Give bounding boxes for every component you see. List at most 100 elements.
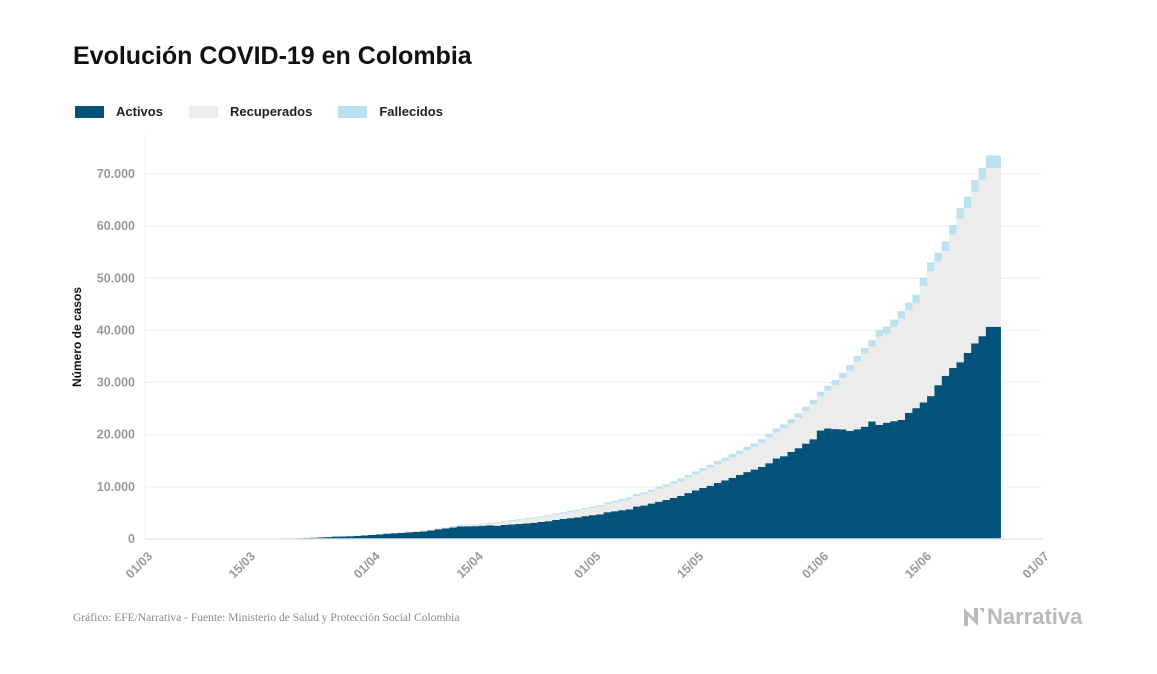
bar-fallecidos <box>721 457 729 461</box>
bar-activos <box>934 385 943 539</box>
bar-fallecidos <box>736 450 744 454</box>
bar-recuperados <box>566 512 575 519</box>
bar-activos <box>875 424 884 539</box>
bar-fallecidos <box>530 517 538 519</box>
bar-recuperados <box>706 467 715 486</box>
source-footer: Gráfico: EFE/Narrativa - Fuente: Ministe… <box>73 612 460 624</box>
bar-activos <box>912 408 921 539</box>
bar-recuperados <box>596 506 604 515</box>
legend-label: Recuperados <box>229 104 313 119</box>
bar-activos <box>765 463 774 539</box>
bar-activos <box>537 521 546 539</box>
bar-recuperados <box>552 514 560 520</box>
bar-recuperados <box>971 191 979 344</box>
y-tick-label: 50.000 <box>97 271 135 285</box>
bar-recuperados <box>691 474 700 491</box>
bar-recuperados <box>949 234 957 368</box>
bar-activos <box>589 515 597 539</box>
bar-fallecidos <box>566 510 575 513</box>
bar-activos <box>802 443 810 539</box>
bar-recuperados <box>846 370 854 432</box>
bar-activos <box>353 535 362 539</box>
x-tick-label: 01/07 <box>1020 549 1052 581</box>
legend: Activos Recuperados Fallecidos <box>75 104 469 119</box>
bar-fallecidos <box>713 461 722 465</box>
bar-activos <box>662 499 671 539</box>
bar-fallecidos <box>993 155 1001 168</box>
bar-recuperados <box>750 446 759 470</box>
bar-activos <box>963 352 972 539</box>
bar-recuperados <box>544 516 553 522</box>
bar-fallecidos <box>780 424 788 429</box>
bar-recuperados <box>736 453 744 476</box>
x-tick-label: 15/03 <box>226 549 258 581</box>
bar-activos <box>331 536 340 539</box>
bar-activos <box>794 448 803 539</box>
bar-activos <box>897 419 906 539</box>
bar-fallecidos <box>985 155 994 168</box>
bar-recuperados <box>647 491 656 504</box>
bar-recuperados <box>581 509 590 517</box>
bar-fallecidos <box>691 471 700 475</box>
bar-recuperados <box>824 390 832 429</box>
bar-recuperados <box>787 423 796 452</box>
bar-activos <box>655 501 663 539</box>
bar-recuperados <box>963 207 972 353</box>
bar-recuperados <box>993 167 1001 327</box>
bar-fallecidos <box>831 380 840 386</box>
bar-activos <box>699 487 707 539</box>
bar-activos <box>713 482 722 539</box>
bar-recuperados <box>449 526 457 528</box>
bar-recuperados <box>860 353 869 427</box>
bar-fallecidos <box>633 494 641 497</box>
bar-recuperados <box>500 521 509 526</box>
bar-recuperados <box>816 396 825 431</box>
bar-activos <box>500 525 509 539</box>
bar-activos <box>816 430 825 539</box>
bar-recuperados <box>743 450 751 473</box>
x-tick-label: 15/04 <box>454 549 486 581</box>
bar-fallecidos <box>669 481 678 484</box>
bar-activos <box>883 422 891 539</box>
bar-activos <box>449 527 457 539</box>
bar-fallecidos <box>471 524 480 525</box>
bar-activos <box>993 326 1001 539</box>
bar-activos <box>853 429 862 539</box>
legend-item-recuperados: Recuperados <box>188 104 313 119</box>
bar-recuperados <box>721 460 729 481</box>
bar-fallecidos <box>699 468 707 471</box>
bar-activos <box>324 537 333 539</box>
bar-recuperados <box>427 529 435 531</box>
bar-fallecidos <box>596 505 604 507</box>
bar-activos <box>743 472 751 539</box>
x-tick-label: 01/05 <box>571 549 603 581</box>
bar-fallecidos <box>603 502 612 505</box>
bar-activos <box>860 426 869 539</box>
bar-fallecidos <box>647 489 656 492</box>
bar-activos <box>390 533 399 539</box>
bar-activos <box>383 533 391 539</box>
bar-fallecidos <box>537 516 546 518</box>
bar-fallecidos <box>655 486 663 489</box>
bar-fallecidos <box>765 433 774 438</box>
bar-fallecidos <box>846 365 854 371</box>
narrativa-logo-icon <box>964 608 984 626</box>
bar-fallecidos <box>890 319 898 327</box>
bar-recuperados <box>912 302 921 409</box>
bar-recuperados <box>508 520 516 525</box>
bar-fallecidos <box>787 419 796 424</box>
bar-recuperados <box>772 432 781 459</box>
bar-activos <box>375 534 384 539</box>
bar-fallecidos <box>971 180 979 192</box>
bar-activos <box>405 532 413 539</box>
bar-fallecidos <box>905 302 913 311</box>
bar-activos <box>684 493 693 539</box>
bar-activos <box>831 429 840 539</box>
bar-fallecidos <box>875 329 884 337</box>
bar-fallecidos <box>478 523 487 525</box>
bar-recuperados <box>633 496 641 507</box>
bar-activos <box>412 531 421 539</box>
bar-activos <box>419 531 428 539</box>
bar-fallecidos <box>816 391 825 397</box>
